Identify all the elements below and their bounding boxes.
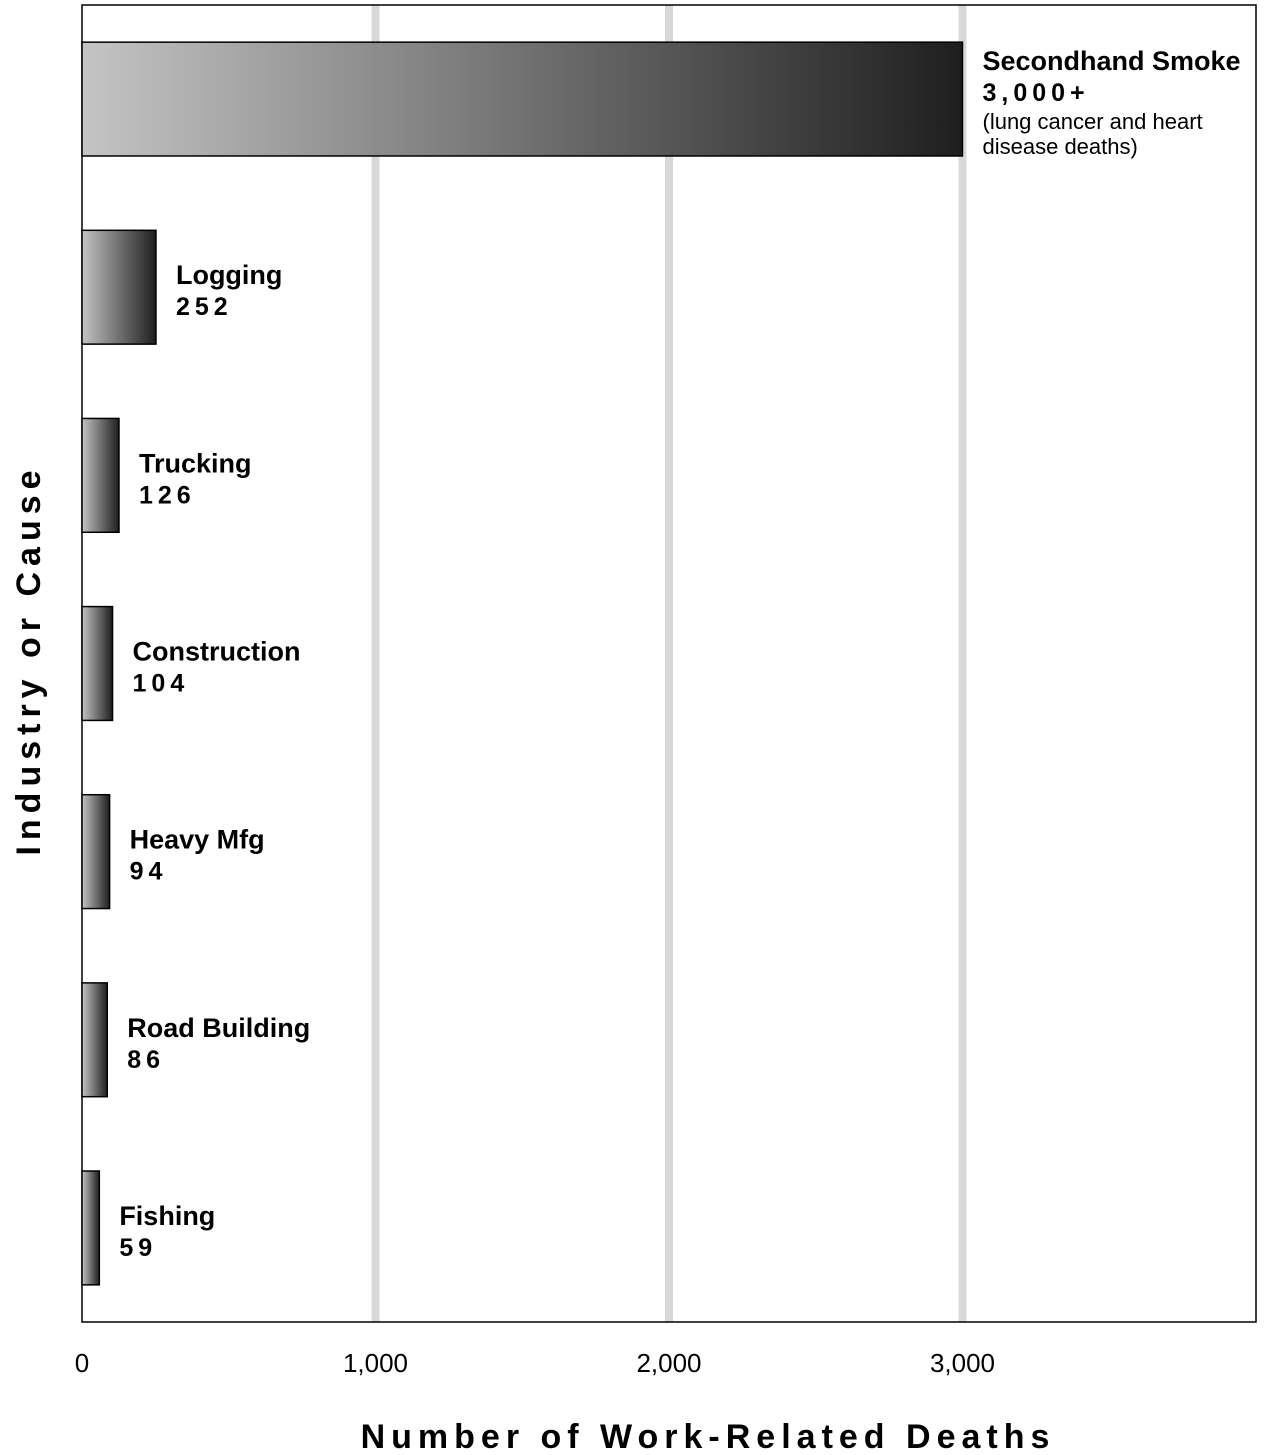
bar-value-label: 104: [133, 670, 190, 698]
bar-note-label: (lung cancer and heart: [983, 109, 1203, 134]
bar-category-label: Trucking: [139, 448, 252, 478]
x-tick-label-0: 0: [75, 1348, 89, 1378]
bar-value-label: 59: [119, 1234, 157, 1262]
x-axis-title: Number of Work-Related Deaths: [361, 1418, 1056, 1455]
bar-note-label: disease deaths): [983, 134, 1138, 159]
bar-category-label: Logging: [176, 260, 282, 290]
x-tick-label-1: 1,000: [343, 1348, 408, 1378]
bar-category-label: Secondhand Smoke: [983, 46, 1241, 76]
bar-value-label: 86: [127, 1046, 165, 1074]
bar-secondhand-smoke: [81, 41, 964, 157]
bar-value-label: 252: [176, 293, 233, 321]
x-tick-label-3: 3,000: [930, 1348, 995, 1378]
y-axis-title: Industry or Cause: [10, 464, 48, 855]
bar-category-label: Road Building: [127, 1013, 310, 1043]
x-axis-ticks: 0 1,000 2,000 3,000: [75, 1348, 995, 1378]
bar-fishing: [81, 1170, 101, 1286]
gridlines: [371, 5, 967, 1322]
bar-category-label: Fishing: [119, 1201, 215, 1231]
x-tick-label-2: 2,000: [636, 1348, 701, 1378]
bar-trucking: [81, 417, 120, 534]
bar-category-label: Heavy Mfg: [130, 825, 265, 855]
bar-value-label: 94: [130, 858, 168, 886]
bar-value-label: 3,000+: [983, 79, 1090, 107]
bar-logging: [81, 229, 157, 345]
bars: [81, 41, 964, 1286]
bar-category-label: Construction: [133, 637, 301, 667]
bar-heavy-mfg: [81, 793, 111, 910]
bar-labels: Secondhand Smoke 3,000+(lung cancer and h…: [119, 46, 1240, 1262]
bar-road-building: [81, 982, 108, 1098]
bar-value-label: 126: [139, 481, 196, 509]
bar-construction: [81, 605, 114, 722]
